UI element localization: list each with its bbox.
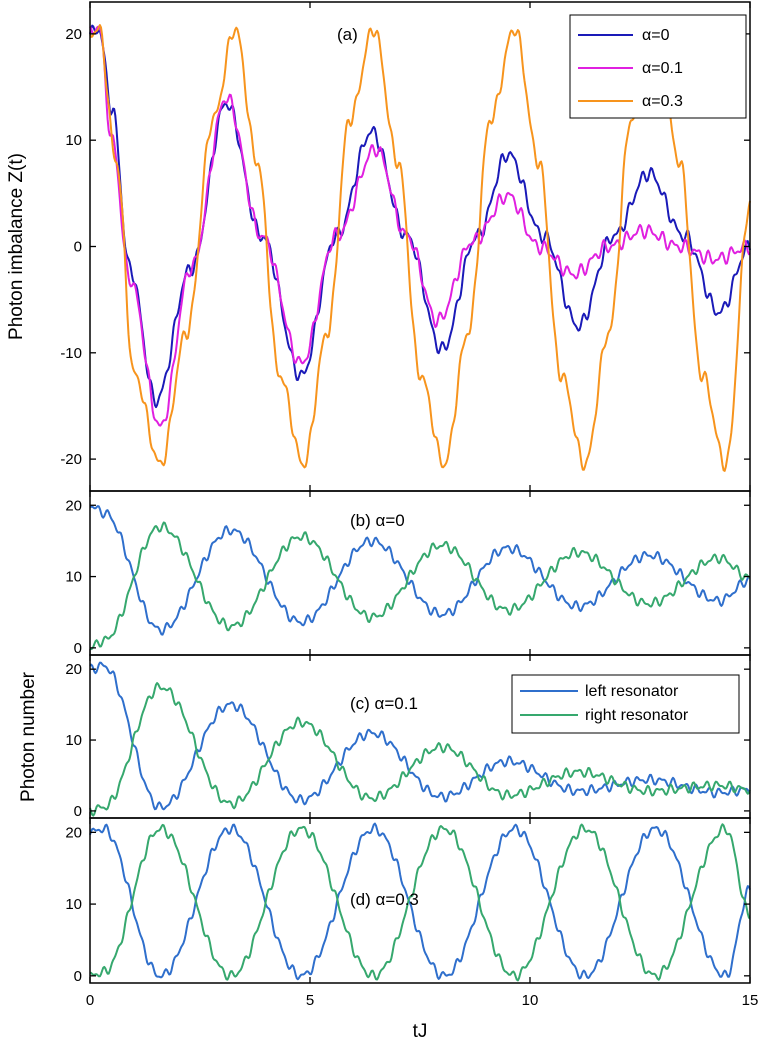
y-axis-title-bottom: Photon number [18,671,39,802]
y-tick-label: 0 [74,239,82,256]
y-tick-label: -10 [60,345,82,362]
x-tick-label: 15 [742,992,759,1009]
panel-label-c: (c) α=0.1 [350,694,418,713]
x-tick-label: 10 [522,992,539,1009]
legend-label: α=0 [642,27,670,44]
y-tick-label: 20 [65,824,82,841]
x-axis-title: tJ [413,1021,428,1042]
y-axis-title-top: Photon imbalance Z(t) [6,153,27,340]
series-line-b-right-resonator [89,521,751,651]
series-line-a--0-1 [89,25,751,427]
panel-b: 0 10 20 (b) α=0 [65,490,751,657]
x-tick-label: 0 [86,992,94,1009]
plot-frame-b [89,490,751,656]
y-tick-label: 0 [74,640,82,657]
y-tick-label: 20 [65,661,82,678]
panel-label-b: (b) α=0 [350,511,405,530]
legend-c: left resonator right resonator [511,674,740,734]
legend-label: left resonator [585,683,679,700]
plot-frame-d [89,817,751,984]
legend-label: right resonator [585,707,689,724]
series-line-b-left-resonator [89,505,751,636]
legend-a: α=0 α=0.1 α=0.3 [569,14,747,119]
y-tick-label: 0 [74,803,82,820]
y-tick-label: 10 [65,732,82,749]
y-tick-label: 10 [65,569,82,586]
panel-label-a: (a) [337,25,358,44]
y-tick-label: 20 [65,497,82,514]
legend-label: α=0.1 [642,60,683,77]
y-tick-label: 20 [65,26,82,43]
series-line-d-left-resonator [89,822,751,981]
series-line-d-right-resonator [89,823,751,982]
panel-c: 0 10 20 (c) α=0.1 left resonator right resona… [65,654,751,820]
panel-label-d: (d) α=0.3 [350,890,419,909]
y-tick-label: -20 [60,451,82,468]
panel-a: -20 -10 0 10 20 (a) α=0 α=0.1 α=0.3 [60,1,751,492]
legend-label: α=0.3 [642,93,683,110]
x-tick-label: 5 [306,992,314,1009]
y-tick-label: 0 [74,968,82,985]
series-line-c-right-resonator [89,682,751,817]
legend-box [511,674,740,734]
panel-d: 0 10 20 (d) α=0.3 [65,817,751,985]
series-line-c-left-resonator [89,661,751,811]
y-tick-label: 10 [65,132,82,149]
y-tick-label: 10 [65,896,82,913]
